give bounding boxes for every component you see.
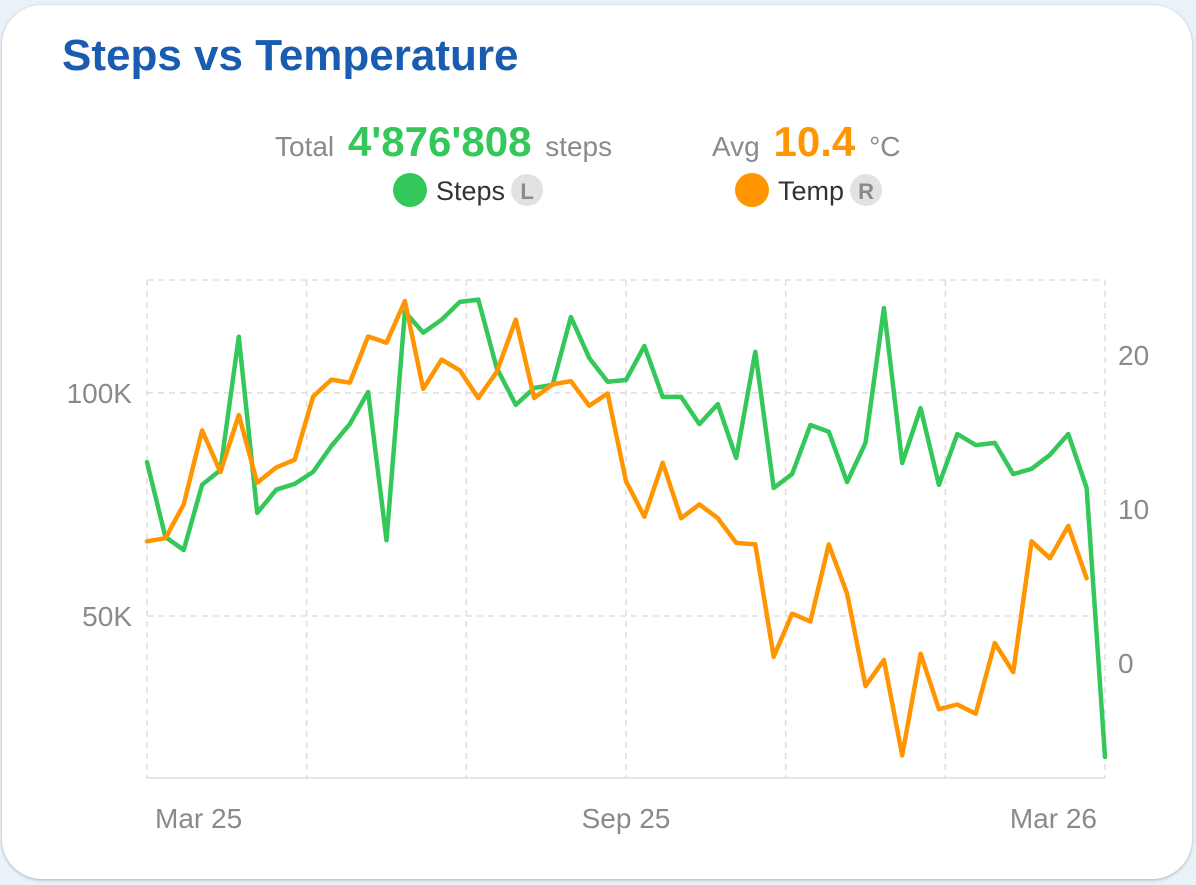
legend-item[interactable]: Steps L [393,173,544,207]
legend-label: Steps [436,176,505,206]
summary-unit: steps [545,131,612,162]
chart-title: Steps vs Temperature [62,31,518,80]
legend-swatch [735,173,769,207]
y-tick-label: 100K [67,378,133,409]
summary-value: 4'876'808 [348,118,531,165]
summary-temp: Avg 10.4 °C [712,118,900,165]
legend-swatch [393,173,427,207]
x-tick-label: Mar 26 [1010,803,1097,834]
legend-badge-label: R [858,179,874,204]
series-line [144,298,1089,758]
y2-tick-label: 10 [1118,494,1149,525]
legend-item[interactable]: Temp R [735,173,883,207]
y2-tick-label: 20 [1118,340,1149,371]
y2-tick-label: 0 [1118,648,1134,679]
summary-label: Total [275,131,334,162]
x-tick-label: Sep 25 [582,803,671,834]
summary-unit: °C [869,131,900,162]
summary-label: Avg [712,131,760,162]
series-line [144,297,1108,760]
y-tick-label: 50K [82,601,132,632]
summary-value: 10.4 [774,118,856,165]
summary-steps: Total 4'876'808 steps [275,118,612,165]
legend-badge-label: L [520,179,533,204]
legend-label: Temp [778,176,844,206]
legend-badge [511,174,544,206]
x-tick-label: Mar 25 [155,803,242,834]
legend-badge [850,174,883,206]
